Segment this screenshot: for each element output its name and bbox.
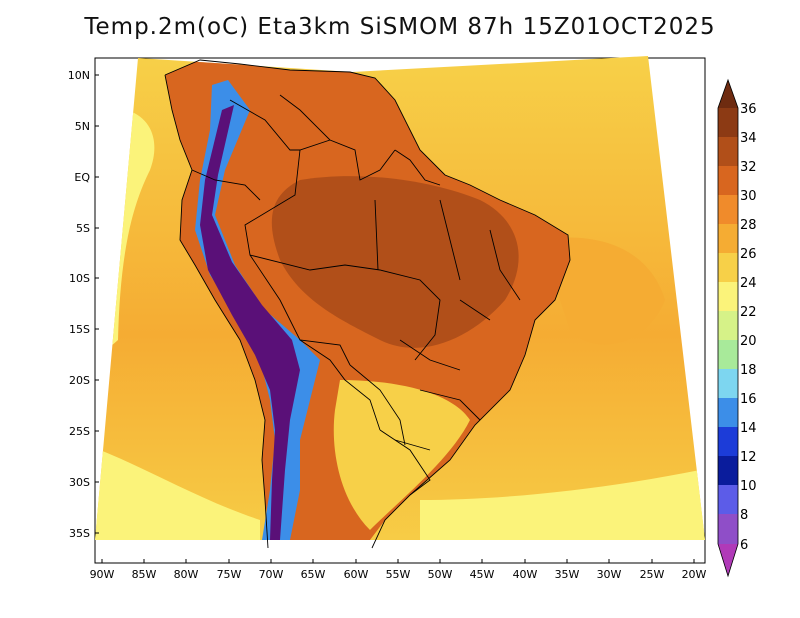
lon-label: 65W: [301, 568, 326, 581]
interior-hot-zone: [271, 176, 519, 348]
colorbar-label: 6: [740, 538, 748, 553]
lon-label: 70W: [259, 568, 284, 581]
colorbar-label: 16: [740, 392, 757, 407]
brazil-state-lines: [374, 199, 521, 451]
colorbar-segment: [718, 108, 738, 137]
colorbar-top-arrow: [718, 80, 738, 108]
lat-label: EQ: [74, 171, 90, 184]
colorbar-segment: [718, 311, 738, 340]
border-guianas: [394, 149, 441, 186]
latitude-axis: 10N 5N EQ 5S 10S 15S 20S 25S 30S 35S: [68, 69, 99, 540]
lat-label: 15S: [69, 323, 90, 336]
colorbar-label: 24: [740, 276, 757, 291]
pacific-cool-south: [95, 450, 260, 540]
colorbar-label: 26: [740, 247, 757, 262]
lon-label: 20W: [682, 568, 707, 581]
colorbar-label: 28: [740, 218, 757, 233]
colorbar-label: 18: [740, 363, 757, 378]
border-ecuador: [191, 169, 261, 201]
colorbar-label: 36: [740, 102, 757, 117]
border-argentina: [299, 339, 381, 431]
colorbar-label: 14: [740, 421, 757, 436]
map-title: Temp.2m(oC) Eta3km SiSMOM 87h 15Z01OCT20…: [84, 14, 716, 40]
longitude-axis: 90W 85W 80W 75W 70W 65W 60W 55W 50W 45W …: [90, 559, 707, 581]
border-colombia: [229, 99, 331, 151]
colorbar-segment: [718, 514, 738, 544]
atlantic-warm-zone: [540, 237, 665, 345]
lon-label: 50W: [428, 568, 453, 581]
lon-label: 35W: [555, 568, 580, 581]
colorbar-segment: [718, 485, 738, 514]
lon-label: 75W: [217, 568, 242, 581]
colorbar-segment: [718, 166, 738, 195]
lon-label: 30W: [597, 568, 622, 581]
colorbar-label: 8: [740, 508, 748, 523]
colorbar-segment: [718, 282, 738, 311]
colorbar-segment: [718, 427, 738, 456]
pacific-coastline: [164, 74, 269, 549]
colorbar-segment: [718, 195, 738, 224]
atlantic-cool-south: [420, 470, 705, 540]
lat-label: 35S: [69, 527, 90, 540]
lat-label: 30S: [69, 476, 90, 489]
continent-coastline: [164, 59, 571, 549]
lat-label: 5N: [75, 120, 90, 133]
temperature-field: [95, 56, 705, 540]
lon-label: 40W: [513, 568, 538, 581]
border-venezuela: [279, 94, 396, 181]
colorbar: 36 34 32 30 28 26 24 22 20 18 16 14 12 1…: [717, 78, 757, 578]
lon-label: 25W: [640, 568, 665, 581]
colorbar-segment: [718, 369, 738, 398]
colorbar-label: 12: [740, 450, 757, 465]
colorbar-segment: [718, 456, 738, 485]
colorbar-label: 30: [740, 189, 757, 204]
lat-label: 20S: [69, 374, 90, 387]
colorbar-label: 32: [740, 160, 757, 175]
political-borders: [164, 59, 571, 549]
colorbar-label: 20: [740, 334, 757, 349]
lon-label: 45W: [470, 568, 495, 581]
colorbar-segment: [718, 253, 738, 282]
colorbar-label: 34: [740, 131, 757, 146]
lon-label: 85W: [132, 568, 157, 581]
lat-label: 10N: [68, 69, 90, 82]
border-brazil-west: [244, 149, 441, 361]
andes-coldest-band: [200, 105, 300, 540]
lat-label: 10S: [69, 272, 90, 285]
southeast-mild-zone: [333, 380, 470, 530]
lat-label: 5S: [76, 222, 90, 235]
colorbar-label: 10: [740, 479, 757, 494]
lon-label: 60W: [344, 568, 369, 581]
colorbar-label: 22: [740, 305, 757, 320]
lon-label: 80W: [174, 568, 199, 581]
border-paraguay: [349, 364, 406, 446]
colorbar-segment: [718, 137, 738, 166]
lon-label: 55W: [386, 568, 411, 581]
colorbar-segment: [718, 340, 738, 369]
lat-label: 25S: [69, 425, 90, 438]
colorbar-segment: [718, 398, 738, 427]
colorbar-bottom-arrow: [718, 544, 738, 576]
colorbar-segment: [718, 224, 738, 253]
lon-label: 90W: [90, 568, 115, 581]
